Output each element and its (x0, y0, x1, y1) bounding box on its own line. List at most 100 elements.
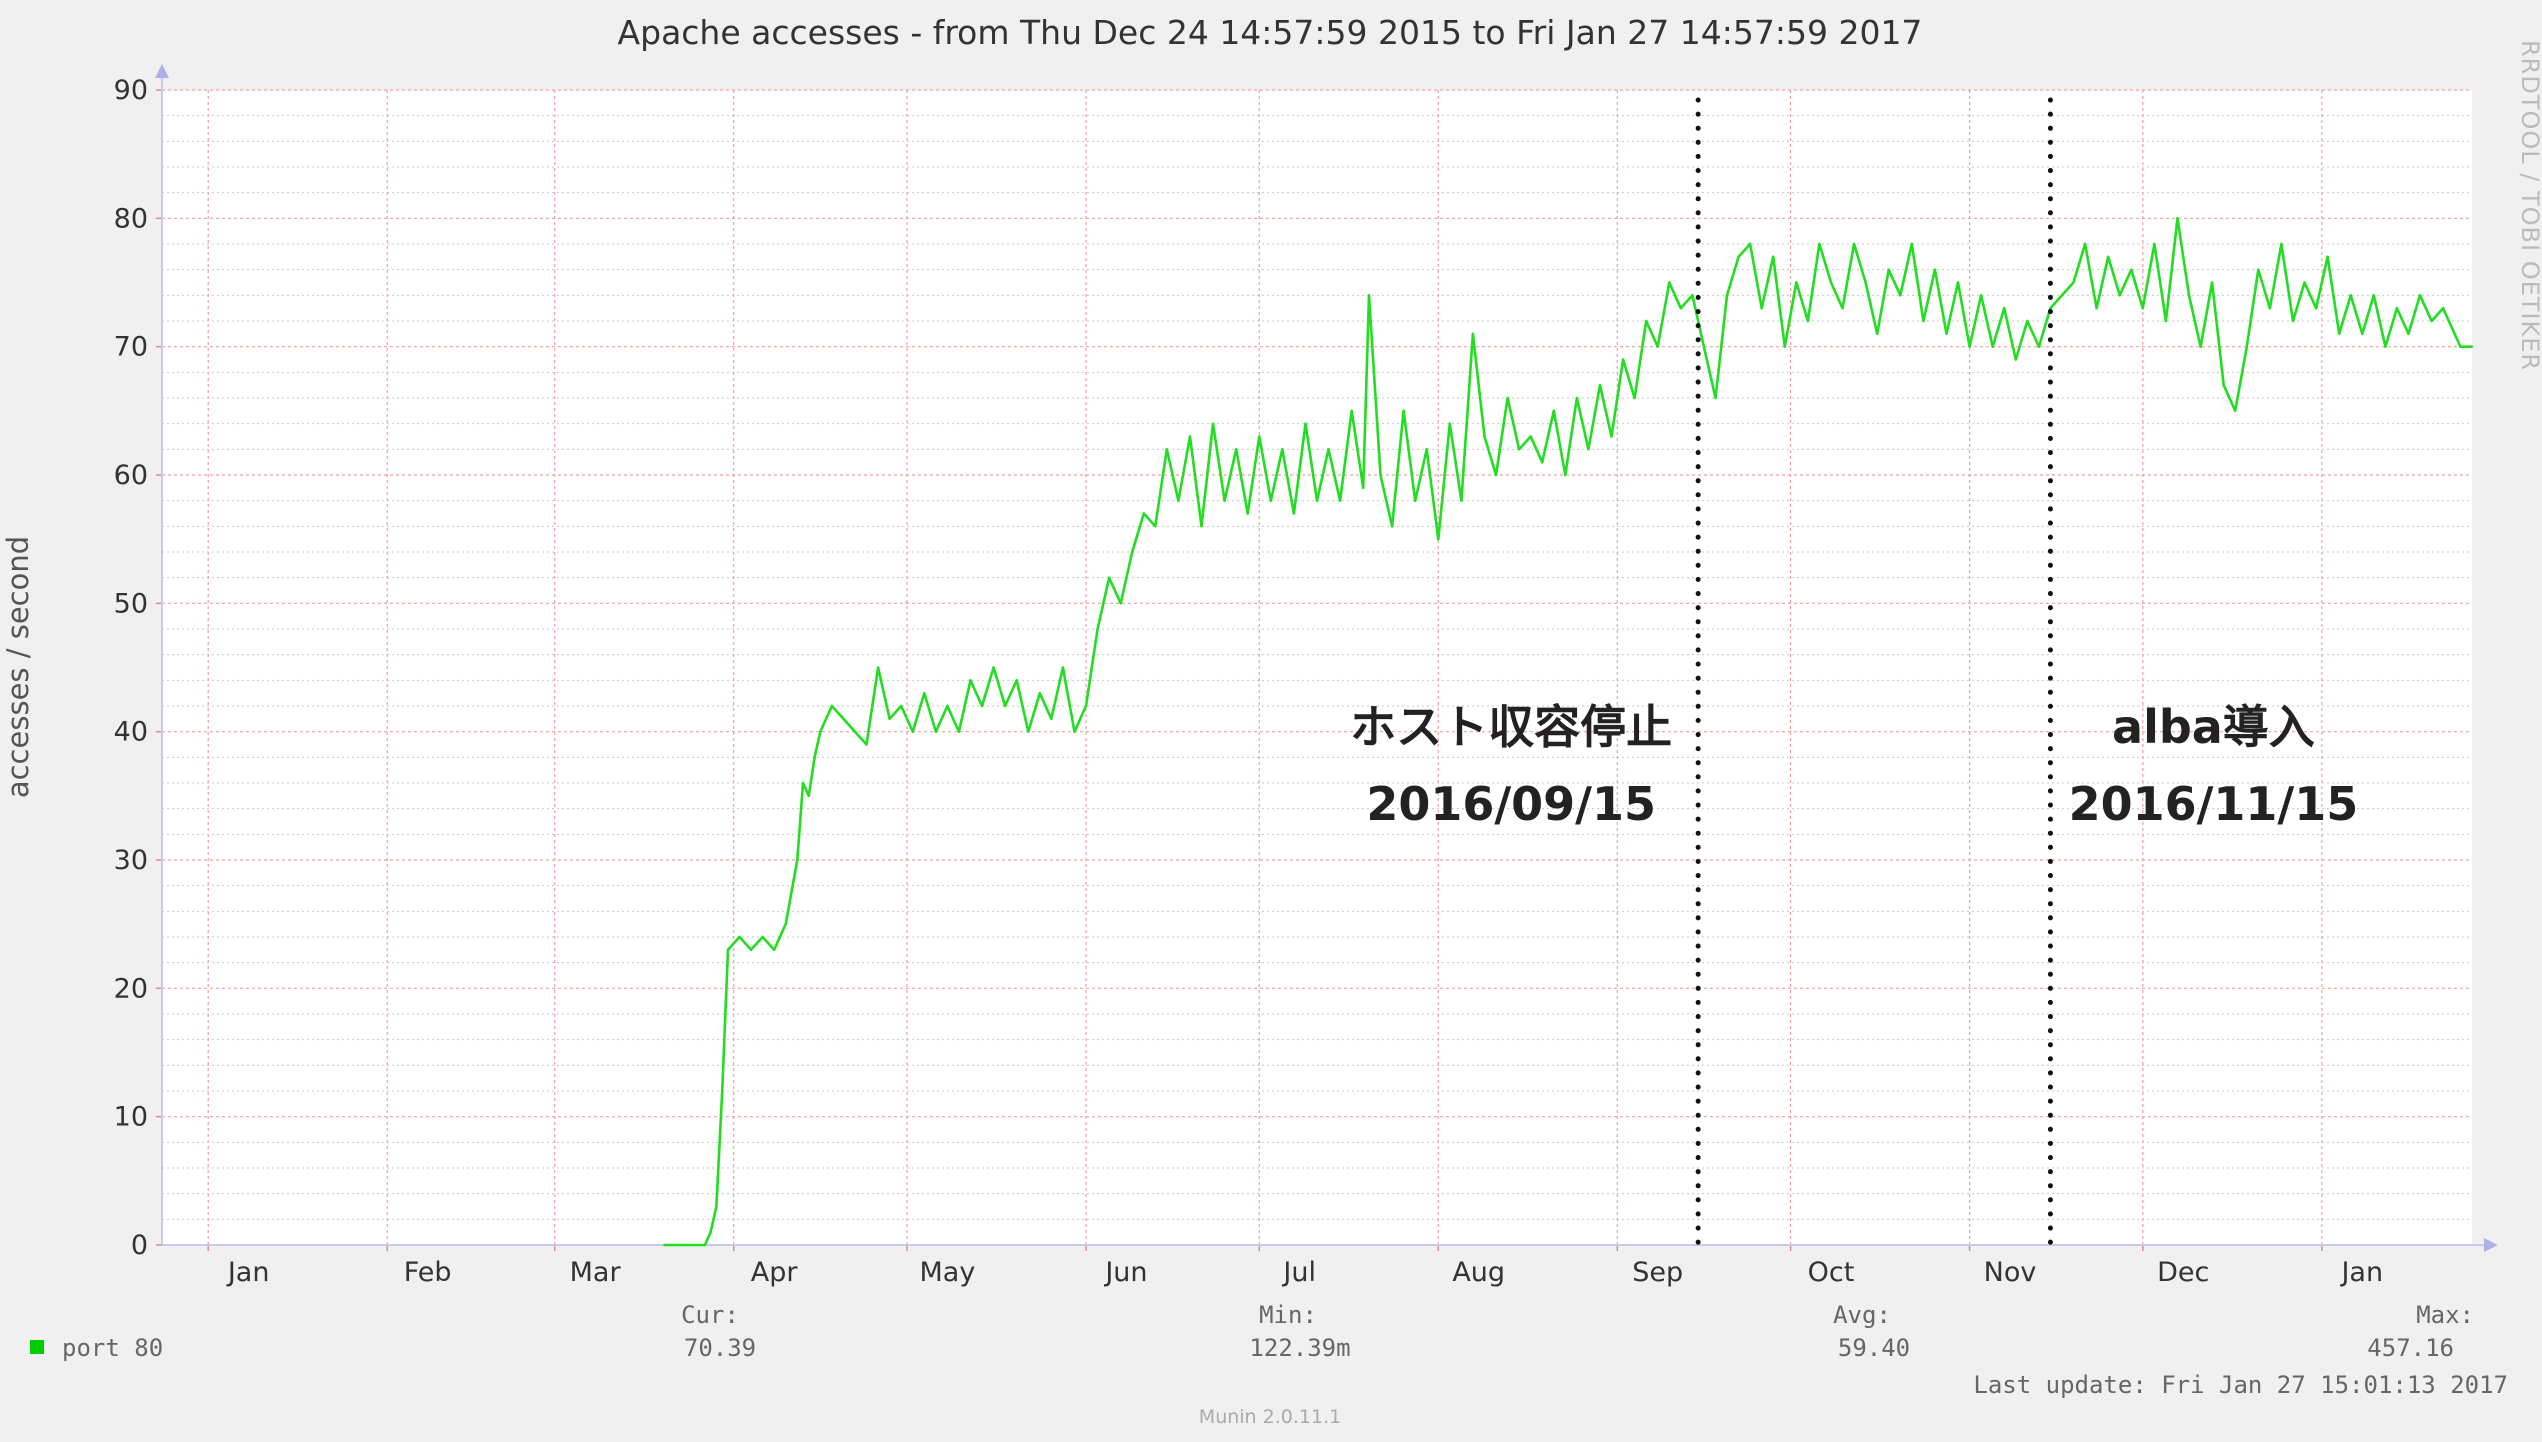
data-point (2441, 307, 2445, 310)
data-point (1200, 525, 1203, 528)
data-point (1131, 550, 1134, 554)
y-tick-label: 40 (114, 717, 148, 748)
data-point (1188, 435, 1192, 438)
data-point (1979, 294, 1983, 297)
data-point (2245, 345, 2248, 348)
data-point (934, 730, 938, 733)
data-point (1107, 576, 1111, 579)
data-point (980, 704, 984, 708)
event-markers: ホスト収容停止 2016/09/15 alba導入 2016/11/15 (1350, 97, 2359, 1248)
x-tick-label: Feb (404, 1257, 452, 1288)
legend-series-name: port 80 (62, 1334, 163, 1362)
data-point (1425, 448, 1428, 451)
legend-swatch (30, 1340, 44, 1354)
data-point (1292, 512, 1296, 515)
data-point (1945, 332, 1948, 335)
data-point (1795, 281, 1798, 284)
data-point (1760, 307, 1763, 310)
x-tick-label: Aug (1452, 1257, 1505, 1288)
data-point (1437, 538, 1440, 541)
data-point (1517, 448, 1521, 451)
munin-version: Munin 2.0.11.1 (1199, 1406, 1341, 1428)
data-point (2291, 319, 2295, 323)
data-point (721, 1089, 724, 1093)
data-point (876, 666, 880, 669)
data-point (2470, 345, 2474, 348)
data-point (842, 717, 845, 720)
data-point (1910, 242, 1914, 246)
data-point (1177, 499, 1180, 502)
data-point (2338, 332, 2341, 335)
data-point (1246, 512, 1249, 515)
data-point (1829, 281, 1833, 284)
data-point (1061, 666, 1065, 669)
data-point (1564, 473, 1567, 477)
data-point (1552, 409, 1556, 412)
data-point (1633, 396, 1636, 400)
data-point (1390, 525, 1394, 528)
data-point (663, 1243, 666, 1247)
x-tick-label: Jan (2339, 1257, 2383, 1288)
data-point (1379, 473, 1382, 477)
data-point (1154, 525, 1157, 528)
data-point (2003, 307, 2006, 310)
data-point (1402, 409, 1405, 412)
data-point (819, 730, 822, 733)
data-point (1315, 499, 1319, 502)
data-point (2037, 345, 2041, 348)
data-point (957, 730, 961, 733)
data-point (1084, 704, 1088, 708)
data-point (1772, 255, 1775, 258)
data-point (1598, 384, 1602, 387)
y-tick-label: 30 (114, 845, 148, 876)
data-point (1281, 448, 1284, 451)
data-point (853, 730, 857, 733)
data-point (715, 1205, 718, 1208)
data-point (1991, 345, 1994, 348)
data-point (2395, 307, 2399, 310)
data-point (2060, 294, 2064, 297)
data-point (784, 923, 787, 926)
x-tick-label: Oct (1808, 1257, 1855, 1288)
data-point (813, 756, 816, 759)
data-point (2418, 294, 2422, 297)
data-point (1725, 294, 1729, 297)
data-point (1258, 435, 1261, 438)
data-point (923, 692, 926, 695)
data-point (969, 679, 972, 682)
axes (155, 64, 2498, 1252)
data-point (1367, 294, 1371, 297)
data-point (1269, 499, 1273, 502)
data-point (2326, 255, 2329, 258)
legend: port 80 Cur: 70.39 Min: 122.39m Avg: 59.… (30, 1301, 2508, 1399)
data-point (1737, 255, 1740, 258)
data-point (1015, 679, 1018, 682)
x-tick-label: Nov (1984, 1257, 2037, 1288)
data-point (1852, 242, 1856, 246)
data-point (2187, 294, 2191, 297)
data-point (2234, 409, 2237, 412)
y-tick-label: 0 (131, 1230, 148, 1261)
data-point (2268, 307, 2272, 310)
data-point (1968, 345, 1971, 348)
data-point (2141, 307, 2144, 310)
data-point (1841, 307, 1844, 310)
data-point (1350, 409, 1353, 412)
data-point (1806, 319, 1810, 323)
data-point (1003, 704, 1007, 708)
event-date-2: 2016/11/15 (2069, 777, 2359, 831)
data-point (2280, 242, 2283, 246)
data-point (1460, 499, 1463, 502)
data-point (1506, 396, 1509, 400)
y-tick-label: 50 (114, 588, 148, 619)
y-tick-label: 70 (114, 332, 148, 363)
data-point (749, 948, 753, 951)
data-point (1748, 242, 1752, 246)
y-tick-label: 60 (114, 460, 148, 491)
data-point (992, 666, 995, 669)
data-point (807, 794, 810, 797)
data-point (1679, 307, 1683, 310)
data-point (900, 704, 903, 708)
x-tick-labels: Jan Feb Mar Apr May Jun Jul Aug Sep Oct Nov Dec Jan (226, 1257, 2383, 1288)
